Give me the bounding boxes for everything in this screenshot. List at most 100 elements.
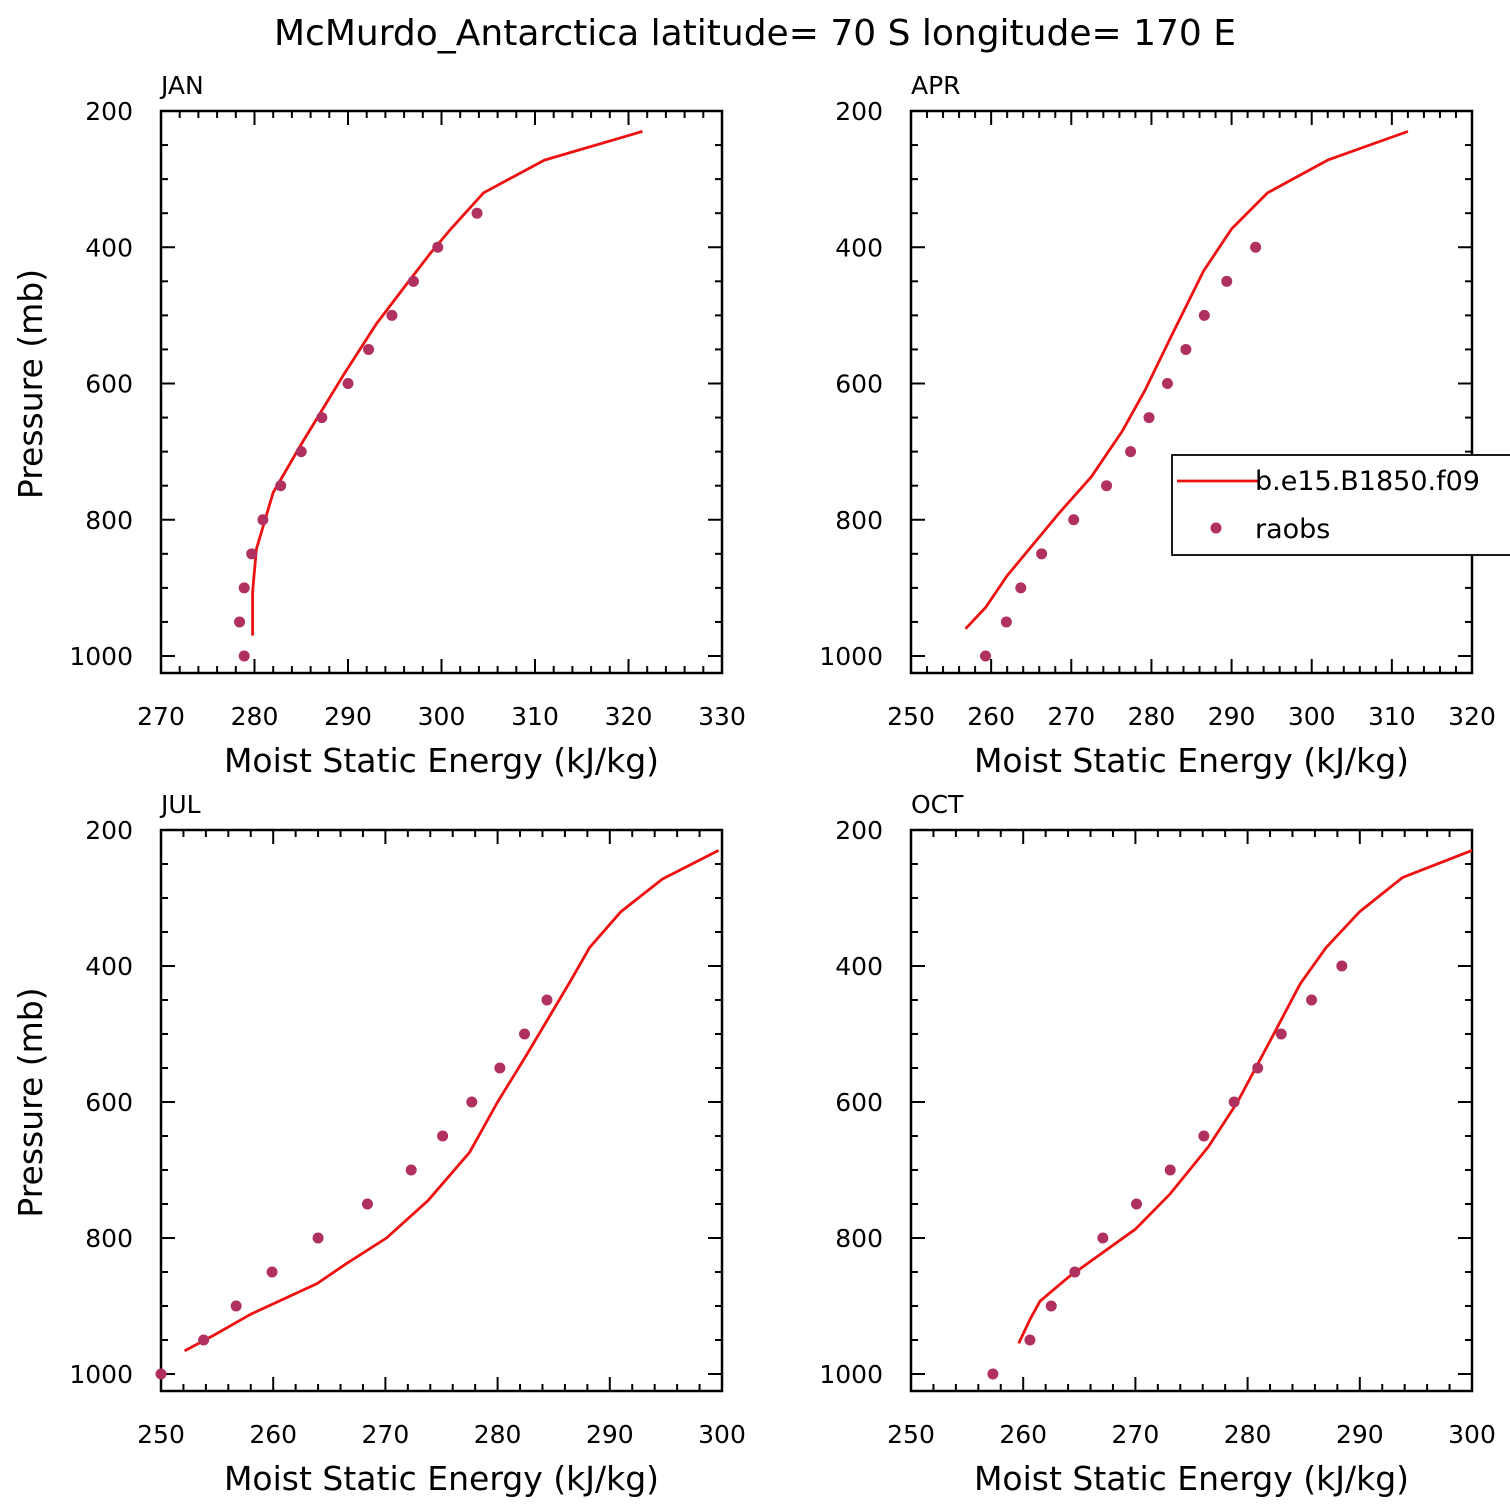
y-tick-label: 800	[85, 1224, 133, 1253]
raobs-point	[1131, 1198, 1143, 1210]
raobs-point	[980, 650, 992, 662]
raobs-point	[198, 1334, 210, 1346]
raobs-point	[238, 582, 250, 594]
y-tick-label: 200	[85, 97, 133, 126]
y-tick-label: 200	[85, 816, 133, 845]
x-axis-label: Moist Static Energy (kJ/kg)	[224, 1459, 659, 1498]
legend-obs-swatch	[1210, 522, 1222, 534]
raobs-point	[295, 446, 307, 458]
x-tick-label: 280	[231, 702, 279, 731]
x-tick-label: 280	[474, 1420, 522, 1449]
raobs-point	[230, 1300, 242, 1312]
y-axis-label: Pressure (mb)	[11, 987, 50, 1217]
x-tick-label: 260	[249, 1420, 297, 1449]
raobs-point	[405, 1164, 417, 1176]
raobs-point	[471, 207, 483, 219]
raobs-point	[432, 241, 444, 253]
x-tick-label: 300	[1288, 702, 1336, 731]
plot-frame	[909, 109, 1474, 675]
raobs-point	[246, 548, 258, 560]
x-tick-label: 310	[511, 702, 559, 731]
x-tick-label: 290	[1208, 702, 1256, 731]
x-tick-label: 300	[1448, 1420, 1496, 1449]
panel-label: OCT	[911, 790, 964, 819]
raobs-point	[1101, 480, 1113, 492]
raobs-point	[363, 343, 375, 355]
raobs-point	[1336, 960, 1348, 972]
raobs-point	[266, 1266, 278, 1278]
model-series-line	[1017, 849, 1473, 1344]
model-series-line	[964, 130, 1409, 630]
raobs-point	[1250, 241, 1262, 253]
raobs-point	[1275, 1028, 1287, 1040]
raobs-point	[1036, 548, 1048, 560]
legend-obs-label: raobs	[1255, 514, 1330, 545]
x-tick-label: 300	[698, 1420, 746, 1449]
x-tick-label: 330	[698, 702, 746, 731]
raobs-point	[1015, 582, 1027, 594]
y-tick-label: 1000	[819, 642, 883, 671]
y-tick-label: 400	[835, 233, 883, 262]
raobs-point	[1024, 1334, 1036, 1346]
raobs-point	[1143, 412, 1155, 424]
raobs-point	[519, 1028, 531, 1040]
raobs-point	[494, 1062, 506, 1074]
raobs-point	[1000, 616, 1012, 628]
raobs-point	[1097, 1232, 1109, 1244]
x-tick-label: 290	[324, 702, 372, 731]
raobs-point	[316, 412, 328, 424]
x-tick-label: 310	[1368, 702, 1416, 731]
raobs-point	[541, 994, 553, 1006]
panel-jan: 270 280 290 300 310 320 330 200 400 600 800 1000 JAN…	[11, 71, 746, 780]
y-tick-label: 600	[835, 370, 883, 399]
y-tick-label: 400	[85, 233, 133, 262]
panel-label: JUL	[159, 790, 201, 819]
panel-apr: 250 260 270 280 290 300 310 320 200 400 600 800 1000…	[819, 71, 1495, 780]
x-tick-label: 270	[1047, 702, 1095, 731]
x-axis-label: Moist Static Energy (kJ/kg)	[974, 1459, 1409, 1498]
raobs-point	[275, 480, 287, 492]
raobs-point	[1306, 994, 1318, 1006]
raobs-point	[1164, 1164, 1176, 1176]
plot-frame	[909, 828, 1474, 1393]
panel-label: APR	[911, 71, 961, 100]
y-tick-label: 800	[85, 506, 133, 535]
panels: 270 280 290 300 310 320 330 200 400 600 800 1000 JAN…	[11, 71, 1510, 1498]
plot-frame	[159, 828, 724, 1393]
raobs-point	[1068, 514, 1080, 526]
x-tick-label: 320	[605, 702, 653, 731]
x-axis-label: Moist Static Energy (kJ/kg)	[224, 741, 659, 780]
raobs-point	[987, 1368, 999, 1380]
y-tick-label: 200	[835, 97, 883, 126]
x-tick-label: 270	[137, 702, 185, 731]
raobs-point	[1221, 275, 1233, 287]
x-tick-label: 290	[586, 1420, 634, 1449]
x-tick-label: 260	[999, 1420, 1047, 1449]
x-tick-label: 320	[1448, 702, 1496, 731]
x-tick-label: 280	[1224, 1420, 1272, 1449]
raobs-point	[257, 514, 269, 526]
raobs-point	[466, 1096, 478, 1108]
x-tick-label: 270	[362, 1420, 410, 1449]
raobs-point	[1125, 446, 1137, 458]
raobs-point	[238, 650, 250, 662]
panel-label: JAN	[159, 71, 204, 100]
raobs-point	[1198, 309, 1210, 321]
x-tick-label: 250	[887, 702, 935, 731]
raobs-point	[437, 1130, 449, 1142]
raobs-point	[1228, 1096, 1240, 1108]
legend-box	[1171, 454, 1510, 556]
model-series-line	[251, 130, 643, 636]
x-tick-label: 270	[1112, 1420, 1160, 1449]
x-tick-label: 300	[418, 702, 466, 731]
x-tick-label: 250	[137, 1420, 185, 1449]
y-tick-label: 1000	[69, 642, 133, 671]
y-axis-label: Pressure (mb)	[11, 269, 50, 499]
raobs-point	[234, 616, 246, 628]
y-tick-label: 600	[835, 1088, 883, 1117]
raobs-point	[342, 378, 354, 389]
y-tick-label: 400	[835, 952, 883, 981]
y-tick-label: 1000	[69, 1360, 133, 1389]
raobs-point	[1180, 343, 1192, 355]
